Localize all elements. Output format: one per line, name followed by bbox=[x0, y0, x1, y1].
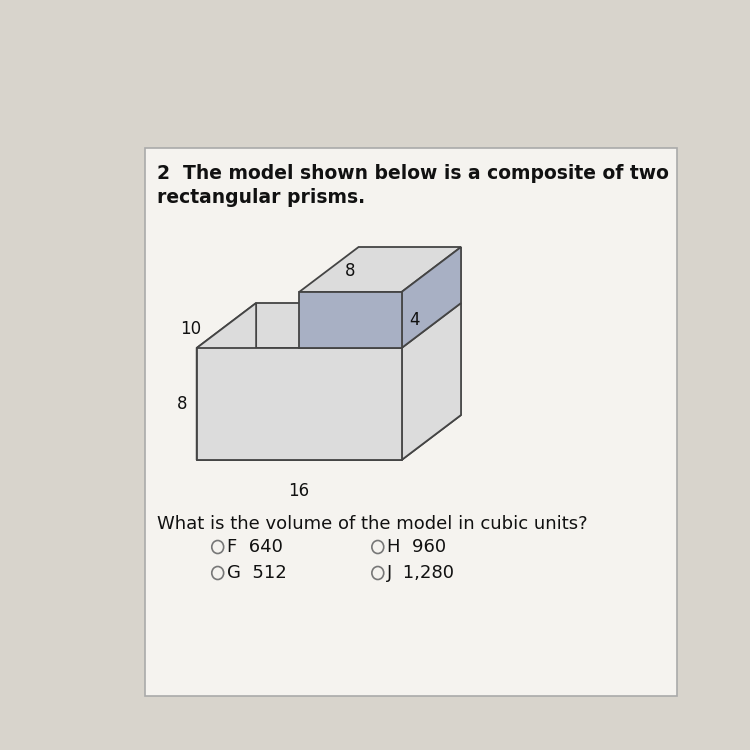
Polygon shape bbox=[196, 348, 401, 460]
Text: J  1,280: J 1,280 bbox=[388, 564, 455, 582]
Text: 4: 4 bbox=[409, 311, 419, 329]
Text: 16: 16 bbox=[289, 482, 310, 500]
Polygon shape bbox=[299, 292, 401, 348]
Text: H  960: H 960 bbox=[388, 538, 446, 556]
Polygon shape bbox=[196, 303, 358, 348]
Polygon shape bbox=[196, 415, 461, 460]
Polygon shape bbox=[401, 247, 461, 348]
Text: 8: 8 bbox=[345, 262, 355, 280]
Polygon shape bbox=[401, 303, 461, 460]
Polygon shape bbox=[299, 247, 461, 292]
Text: 10: 10 bbox=[181, 320, 202, 338]
Text: F  640: F 640 bbox=[227, 538, 284, 556]
Bar bbox=[145, 148, 677, 696]
Text: 8: 8 bbox=[177, 395, 188, 413]
Polygon shape bbox=[196, 303, 256, 460]
Text: What is the volume of the model in cubic units?: What is the volume of the model in cubic… bbox=[158, 515, 588, 533]
Text: rectangular prisms.: rectangular prisms. bbox=[158, 188, 365, 207]
Text: 2  The model shown below is a composite of two: 2 The model shown below is a composite o… bbox=[158, 164, 669, 183]
Text: G  512: G 512 bbox=[227, 564, 287, 582]
